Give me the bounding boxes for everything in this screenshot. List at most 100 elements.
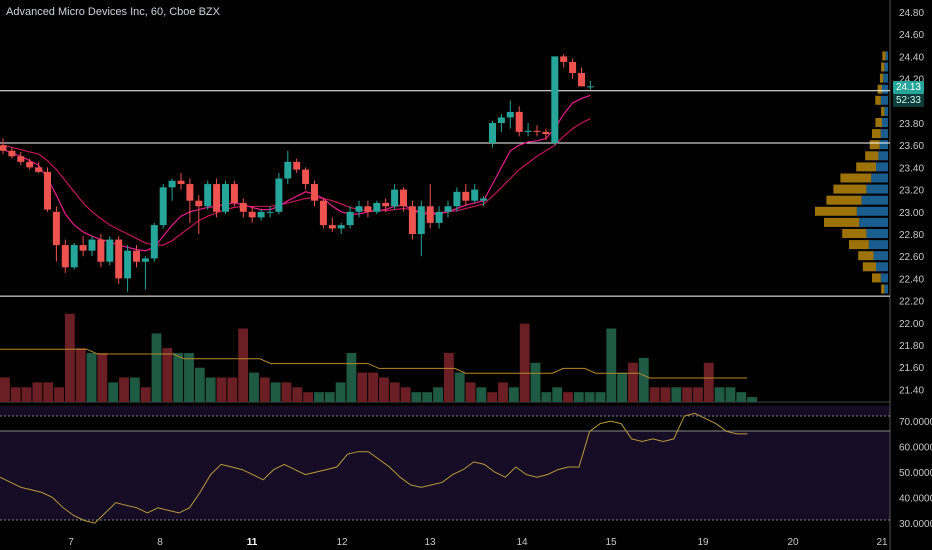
volume-profile-bar-up [883,73,888,83]
candle-down [542,131,550,135]
volume-bar [508,387,519,402]
volume-bar [573,392,584,402]
volume-bar [693,387,703,402]
volume-bar [97,353,108,402]
volume-profile-bar-down [877,84,882,94]
volume-bar [628,362,638,402]
candle-down [44,171,51,210]
volume-bar [725,387,736,402]
volume-profile-bar-down [875,95,881,105]
volume-bar [422,392,433,402]
volume-bar [270,382,281,402]
volume-bar [238,328,249,402]
price-tick-label: 22.80 [899,230,924,241]
volume-profile-bar-down [833,184,867,194]
candle-down [578,73,585,87]
volume-profile-bar-down [872,273,881,283]
volume-bar [476,387,487,402]
volume-profile-bar-up [880,129,888,139]
volume-profile-bar-up [876,162,888,172]
volume-profile-bar-up [884,106,888,116]
volume-profile-bar-up [873,251,888,261]
volume-bar [108,382,119,402]
candle-up [524,130,532,132]
rsi-tick-label: 60.0000 [899,443,932,454]
volume-profile-bar-down [882,51,886,61]
rsi-tick-label: 40.0000 [899,494,932,505]
volume-bar [389,382,400,402]
volume-bar [595,392,606,402]
candle-down [8,150,16,157]
price-tick-label: 23.00 [899,208,924,219]
volume-profile-bar-up [882,84,888,94]
candle-up [168,180,176,188]
volume-bar [346,353,357,402]
volume-ma-line [0,348,748,379]
candle-down [213,184,221,212]
candle-up [150,225,158,259]
volume-bar [259,377,270,402]
volume-bar [747,397,757,402]
candle-down [239,202,247,212]
price-tick-label: 24.80 [899,8,924,19]
volume-profile-bar-up [885,51,888,61]
volume-bar [400,387,411,402]
candle-down [426,206,434,223]
volume-bar [498,382,508,402]
volume-profile-bar-down [869,140,880,150]
volume-profile-bar-down [881,106,885,116]
volume-profile-bar-down [881,284,885,294]
volume-profile-bar-up [879,140,888,150]
candle-down [195,200,203,207]
volume-bar [249,372,259,402]
volume-bar [54,387,64,402]
candle-up [417,206,425,234]
volume-profile-bar-up [882,118,888,127]
candle-up [489,123,496,143]
volume-profile-bar-down [872,129,881,139]
volume-profile-bar-up [880,95,888,105]
volume-profile-bar-down [862,262,876,272]
price-tick-label: 21.60 [899,363,924,374]
candle-up [124,250,132,279]
price-tick-label: 21.40 [899,385,924,396]
candle-up [70,245,78,268]
volume-profile-bar-down [824,217,860,227]
candle-down [61,245,69,268]
candle-down [97,239,105,262]
candle-up [275,178,283,212]
volume-profile-bar-up [868,240,888,250]
volume-profile-bar-up [859,217,888,227]
volume-profile-bar-up [866,184,888,194]
x-tick-label: 7 [68,537,74,548]
volume-bar [368,372,378,402]
volume-profile-bar-up [861,195,888,205]
candle-up [257,211,265,218]
volume-profile-bar-up [884,62,888,72]
candle-down [533,130,541,132]
candle-up [346,211,354,226]
volume-bar [649,387,660,402]
volume-bar [75,348,86,402]
volume-bar [454,372,465,402]
candle-down [52,211,60,246]
rsi-tick-label: 70.0000 [899,417,932,428]
volume-profile-bar-down [842,229,867,238]
price-pane-bg [0,0,890,405]
price-tick-label: 23.40 [899,163,924,174]
candle-down [382,202,390,207]
x-tick-label: 8 [157,537,163,548]
volume-bar [184,353,194,402]
candle-up [337,225,345,229]
candle-down [248,211,256,218]
price-tick-label: 22.20 [899,297,924,308]
candle-down [560,56,568,62]
volume-bar [227,377,238,402]
candle-up [480,198,488,201]
volume-bar [606,328,617,402]
volume-bar [617,372,628,402]
candle-up [444,206,452,212]
volume-bar [541,392,552,402]
x-tick-label: 15 [605,537,617,548]
